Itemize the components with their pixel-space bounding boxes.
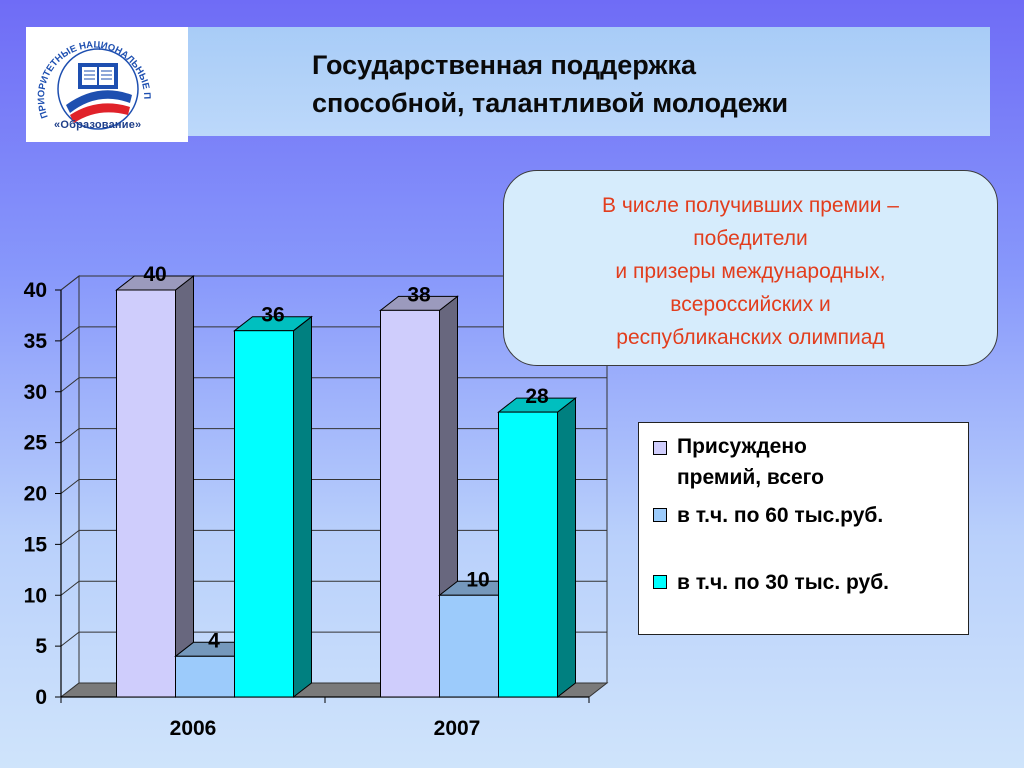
gridline (60, 275, 607, 291)
chart-legend: Присуждено премий, всего в т.ч. по 60 ты… (638, 422, 969, 635)
x-tick-label: 2007 (434, 717, 481, 740)
legend-label-30k: в т.ч. по 30 тыс. руб. (677, 571, 890, 594)
data-label: 38 (407, 283, 431, 306)
y-tick-label: 25 (24, 432, 48, 455)
y-tick-label: 40 (24, 279, 47, 302)
data-label: 4 (208, 629, 220, 652)
callout-line-2: победители (693, 227, 808, 250)
y-tick-label: 20 (24, 483, 47, 506)
data-label: 36 (261, 304, 284, 327)
y-tick-label: 35 (24, 330, 48, 353)
bar-side (175, 274, 194, 699)
data-label: 10 (466, 568, 489, 591)
y-tick-label: 10 (24, 584, 47, 607)
logo-caption: «Образование» (54, 119, 142, 131)
legend-swatch-total (653, 441, 667, 455)
bar-side (557, 397, 576, 699)
y-tick-label: 30 (24, 381, 47, 404)
logo-emblem-icon: ПРИОРИТЕТНЫЕ НАЦИОНАЛЬНЫЕ ПРОЕКТЫ (26, 27, 152, 130)
bar (116, 289, 176, 698)
legend-label-total-line1: Присуждено (677, 435, 807, 458)
title-line-1: Государственная поддержка (312, 50, 697, 80)
legend-swatch-30k (653, 575, 667, 589)
title-line-2: способной, талантливой молодежи (312, 88, 789, 118)
callout-line-1: В числе получивших премии – (601, 194, 899, 217)
callout-line-3: и призеры международных, (615, 260, 886, 283)
bar-side (293, 315, 312, 699)
legend-label-60k: в т.ч. по 60 тыс.руб. (677, 504, 884, 527)
bar (234, 330, 294, 698)
bar (439, 594, 499, 698)
page-title: Государственная поддержка способной, тал… (312, 46, 952, 122)
callout-line-5: республиканских олимпиад (616, 326, 885, 349)
x-tick-label: 2006 (170, 717, 217, 740)
callout-box: В числе получивших премии – победители и… (503, 170, 998, 366)
data-label: 28 (525, 385, 549, 408)
y-tick-label: 0 (35, 686, 47, 709)
legend-label-total-line2: премий, всего (677, 466, 824, 489)
project-logo: ПРИОРИТЕТНЫЕ НАЦИОНАЛЬНЫЕ ПРОЕКТЫ «Образ… (26, 27, 188, 142)
bar (175, 655, 235, 698)
y-tick-label: 15 (24, 533, 48, 556)
y-tick-label: 5 (35, 635, 47, 658)
bar (498, 411, 558, 698)
data-label: 40 (143, 263, 166, 286)
bar (380, 309, 440, 698)
legend-swatch-60k (653, 508, 667, 522)
legend-item-30k: в т.ч. по 30 тыс. руб. (653, 567, 889, 598)
legend-item-total: Присуждено премий, всего (653, 431, 824, 493)
callout-line-4: всероссийских и (670, 293, 831, 316)
legend-item-60k: в т.ч. по 60 тыс.руб. (653, 500, 883, 531)
